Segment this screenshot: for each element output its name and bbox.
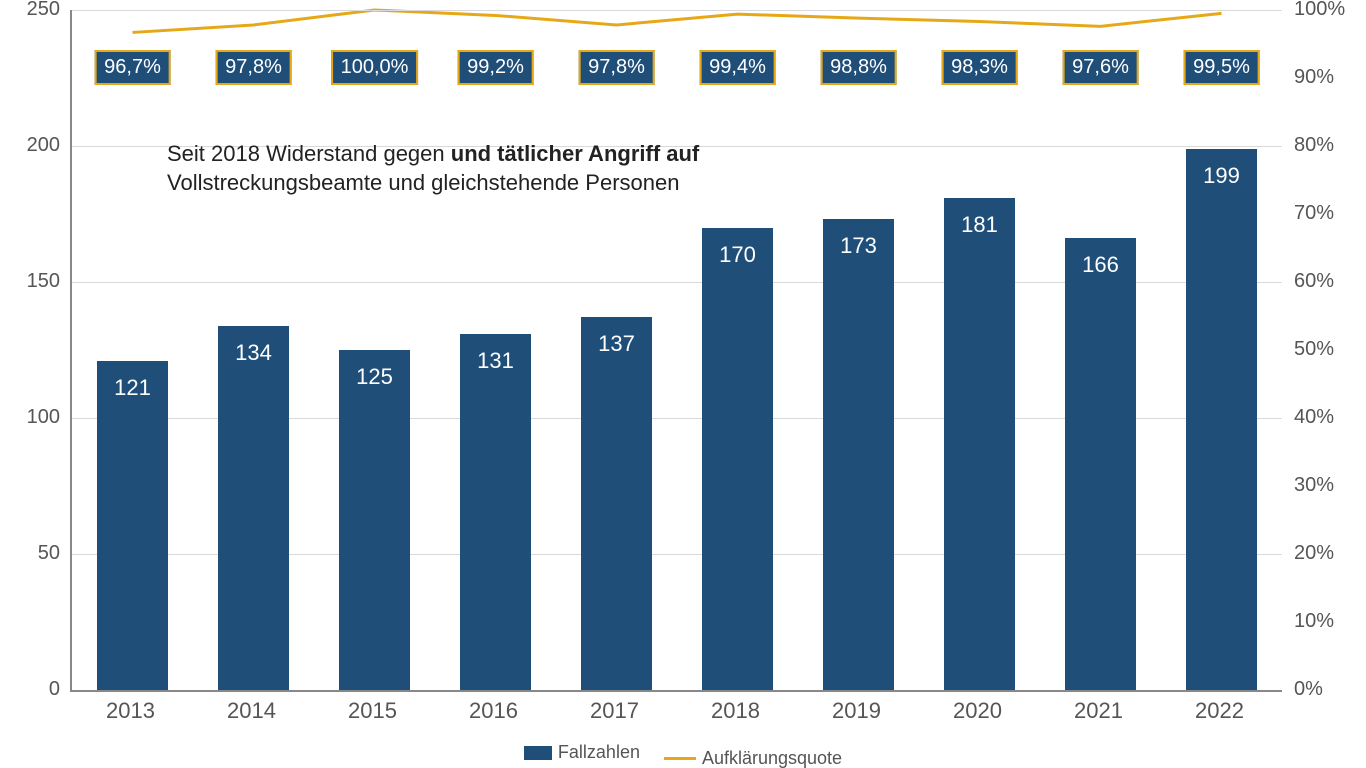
bar: 121 [97, 361, 167, 690]
legend: Fallzahlen Aufklärungsquote [0, 742, 1366, 768]
x-tick: 2017 [590, 698, 639, 724]
y-right-tick: 100% [1294, 0, 1345, 21]
percent-label-box: 97,6% [1062, 50, 1139, 85]
bar: 125 [339, 350, 409, 690]
x-tick: 2015 [348, 698, 397, 724]
bar-value-label: 121 [97, 375, 167, 401]
bar: 137 [581, 317, 651, 690]
percent-label-box: 99,4% [699, 50, 776, 85]
y-right-tick: 0% [1294, 678, 1323, 701]
legend-item: Fallzahlen [524, 742, 640, 763]
percent-label-box: 99,5% [1183, 50, 1260, 85]
y-left-tick: 200 [10, 134, 60, 157]
y-left-tick: 50 [10, 542, 60, 565]
bar-value-label: 137 [581, 331, 651, 357]
x-tick: 2014 [227, 698, 276, 724]
bar-value-label: 199 [1186, 163, 1256, 189]
percent-label-box: 99,2% [457, 50, 534, 85]
x-tick: 2022 [1195, 698, 1244, 724]
y-right-tick: 30% [1294, 474, 1334, 497]
plot-area: 121 134 125 131 137 170 173 181 166 199 96,7% 97,8%… [70, 10, 1282, 692]
x-tick: 2020 [953, 698, 1002, 724]
bar-value-label: 181 [944, 212, 1014, 238]
bar-value-label: 131 [460, 348, 530, 374]
y-left-tick: 0 [10, 678, 60, 701]
y-right-tick: 90% [1294, 66, 1334, 89]
y-right-tick: 70% [1294, 202, 1334, 225]
bar: 181 [944, 198, 1014, 690]
percent-label-box: 97,8% [578, 50, 655, 85]
y-right-tick: 60% [1294, 270, 1334, 293]
x-tick: 2018 [711, 698, 760, 724]
y-left-tick: 150 [10, 270, 60, 293]
legend-swatch-line [664, 757, 696, 760]
legend-label: Fallzahlen [558, 742, 640, 763]
y-right-tick: 80% [1294, 134, 1334, 157]
bar: 170 [702, 228, 772, 690]
percent-label-box: 96,7% [94, 50, 171, 85]
bar: 134 [218, 326, 288, 690]
y-right-tick: 50% [1294, 338, 1334, 361]
y-right-tick: 10% [1294, 610, 1334, 633]
bar-value-label: 170 [702, 242, 772, 268]
x-tick: 2021 [1074, 698, 1123, 724]
percent-label-box: 100,0% [331, 50, 419, 85]
combo-chart: 121 134 125 131 137 170 173 181 166 199 96,7% 97,8%… [0, 0, 1366, 768]
y-right-tick: 40% [1294, 406, 1334, 429]
bar: 199 [1186, 149, 1256, 690]
y-left-tick: 100 [10, 406, 60, 429]
legend-item: Aufklärungsquote [664, 748, 842, 768]
percent-label-box: 97,8% [215, 50, 292, 85]
legend-swatch-bar [524, 746, 552, 760]
x-tick: 2019 [832, 698, 881, 724]
gridline [72, 10, 1282, 11]
chart-annotation: Seit 2018 Widerstand gegen und tätlicher… [167, 140, 699, 197]
x-tick: 2013 [106, 698, 155, 724]
bar: 131 [460, 334, 530, 690]
x-tick: 2016 [469, 698, 518, 724]
y-right-tick: 20% [1294, 542, 1334, 565]
legend-label: Aufklärungsquote [702, 748, 842, 768]
y-left-tick: 250 [10, 0, 60, 21]
bar-value-label: 125 [339, 364, 409, 390]
percent-label-box: 98,8% [820, 50, 897, 85]
bar-value-label: 173 [823, 233, 893, 259]
bar-value-label: 166 [1065, 252, 1135, 278]
bar: 173 [823, 219, 893, 690]
bar-value-label: 134 [218, 340, 288, 366]
percent-label-box: 98,3% [941, 50, 1018, 85]
bar: 166 [1065, 238, 1135, 690]
